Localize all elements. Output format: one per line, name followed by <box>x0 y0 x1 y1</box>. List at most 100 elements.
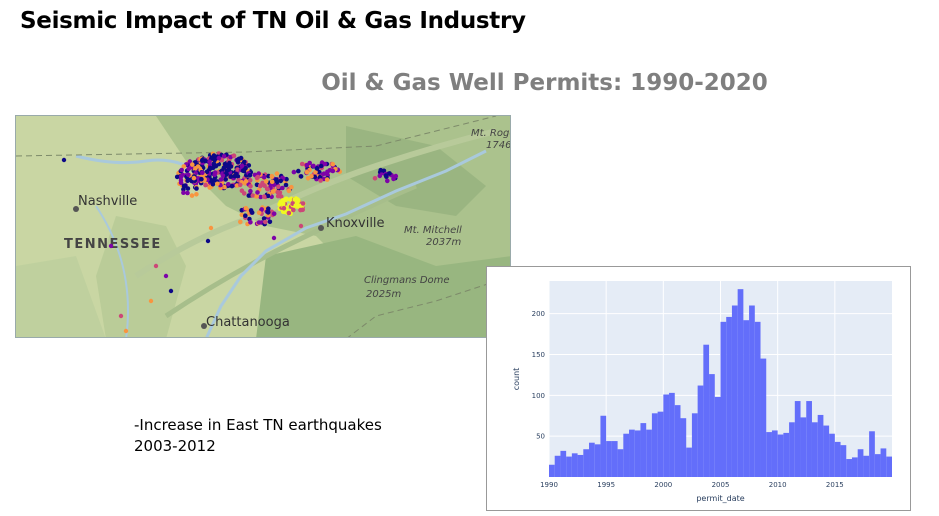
permit-point <box>378 168 383 173</box>
histogram-bar[interactable] <box>686 448 692 477</box>
histogram-bar[interactable] <box>761 359 767 477</box>
histogram-bar[interactable] <box>858 449 864 477</box>
histogram-bar[interactable] <box>783 433 789 477</box>
permit-point <box>212 153 217 158</box>
permit-point <box>287 189 292 194</box>
chattanooga-label: Chattanooga <box>206 315 290 330</box>
histogram-bar[interactable] <box>698 386 704 477</box>
permit-point <box>268 220 273 225</box>
histogram-bar[interactable] <box>829 434 835 477</box>
histogram-bar[interactable] <box>646 430 652 477</box>
histogram-bar[interactable] <box>755 322 761 477</box>
histogram-bar[interactable] <box>635 430 641 477</box>
histogram-bar[interactable] <box>606 441 612 477</box>
histogram-bar[interactable] <box>640 423 646 477</box>
histogram-bar[interactable] <box>566 457 572 477</box>
histogram-bar[interactable] <box>823 426 829 477</box>
histogram-bar[interactable] <box>578 455 584 477</box>
histogram-chart[interactable]: 1990 1995 2000 2005 2010 2015 50 100 150 200 per… <box>487 267 910 510</box>
permit-point <box>181 190 186 195</box>
permit-point <box>124 329 128 333</box>
histogram-bar[interactable] <box>612 441 618 477</box>
histogram-bar[interactable] <box>869 431 875 477</box>
permit-point <box>248 178 253 183</box>
histogram-bar[interactable] <box>669 393 675 477</box>
map-canvas[interactable]: Nashville TENNESSEE Knoxville Chattanoog… <box>16 116 511 338</box>
histogram-bar[interactable] <box>766 432 772 477</box>
permit-point <box>240 164 245 169</box>
histogram-bar[interactable] <box>600 416 606 477</box>
histogram-bar[interactable] <box>835 442 841 477</box>
permit-point <box>62 158 66 162</box>
x-tick-label: 2010 <box>769 481 787 489</box>
histogram-bar[interactable] <box>801 417 807 477</box>
histogram-bar[interactable] <box>629 430 635 477</box>
histogram-bar[interactable] <box>846 459 852 477</box>
histogram-bar[interactable] <box>658 412 664 477</box>
map-title: Oil & Gas Well Permits: 1990-2020 <box>0 70 939 96</box>
histogram-bar[interactable] <box>818 415 824 477</box>
histogram-bar[interactable] <box>652 413 658 477</box>
permit-point <box>185 191 190 196</box>
histogram-bar[interactable] <box>560 451 566 477</box>
permit-point <box>149 299 153 303</box>
permit-point <box>262 183 267 188</box>
histogram-bar[interactable] <box>583 449 589 477</box>
histogram-bar[interactable] <box>881 448 887 477</box>
histogram-bar[interactable] <box>555 456 561 477</box>
histogram-bar[interactable] <box>703 345 709 477</box>
histogram-bar[interactable] <box>715 397 721 477</box>
histogram-bar[interactable] <box>863 456 869 477</box>
histogram-bar[interactable] <box>812 422 818 477</box>
histogram-bar[interactable] <box>743 320 749 477</box>
x-tick-label: 2015 <box>826 481 844 489</box>
histogram-bar[interactable] <box>709 374 715 477</box>
histogram-bar[interactable] <box>663 395 669 477</box>
histogram-bar[interactable] <box>772 430 778 477</box>
histogram-bar[interactable] <box>852 457 858 477</box>
histogram-bar[interactable] <box>749 306 755 478</box>
histogram-bar[interactable] <box>841 445 847 477</box>
permit-point <box>384 173 389 178</box>
histogram-panel[interactable]: 1990 1995 2000 2005 2010 2015 50 100 150 200 per… <box>486 266 911 511</box>
permit-point <box>270 179 275 184</box>
histogram-bar[interactable] <box>572 453 578 477</box>
histogram-bar[interactable] <box>738 289 744 477</box>
permit-point <box>264 179 269 184</box>
knoxville-label: Knoxville <box>326 216 385 231</box>
y-tick-label: 200 <box>532 310 545 318</box>
permit-point <box>257 220 262 225</box>
histogram-bar[interactable] <box>726 317 732 477</box>
histogram-bar[interactable] <box>618 449 624 477</box>
permit-point <box>200 171 205 176</box>
histogram-bar[interactable] <box>806 401 812 477</box>
permit-point <box>263 220 268 225</box>
histogram-bar[interactable] <box>549 465 555 477</box>
histogram-bar[interactable] <box>675 405 681 477</box>
permit-point <box>305 170 310 175</box>
histogram-bar[interactable] <box>789 422 795 477</box>
histogram-bar[interactable] <box>589 443 595 477</box>
histogram-bar[interactable] <box>595 444 601 477</box>
permit-point <box>391 177 396 182</box>
permit-point <box>212 178 217 183</box>
permit-map[interactable]: Nashville TENNESSEE Knoxville Chattanoog… <box>15 115 511 338</box>
histogram-bar[interactable] <box>795 401 801 477</box>
permit-point <box>373 176 378 181</box>
x-tick-label: 2000 <box>654 481 672 489</box>
histogram-bar[interactable] <box>875 454 881 477</box>
histogram-bar[interactable] <box>623 434 629 477</box>
histogram-bar[interactable] <box>732 306 738 478</box>
histogram-bar[interactable] <box>886 457 892 477</box>
permit-point <box>169 289 173 293</box>
permit-point <box>212 158 217 163</box>
histogram-bar[interactable] <box>778 435 784 477</box>
permit-point <box>258 184 263 189</box>
permit-point <box>242 160 247 165</box>
histogram-bar[interactable] <box>680 418 686 477</box>
permit-point <box>190 193 195 198</box>
permit-point <box>192 176 197 181</box>
permit-point <box>244 206 249 211</box>
histogram-bar[interactable] <box>721 322 727 477</box>
histogram-bar[interactable] <box>692 413 698 477</box>
